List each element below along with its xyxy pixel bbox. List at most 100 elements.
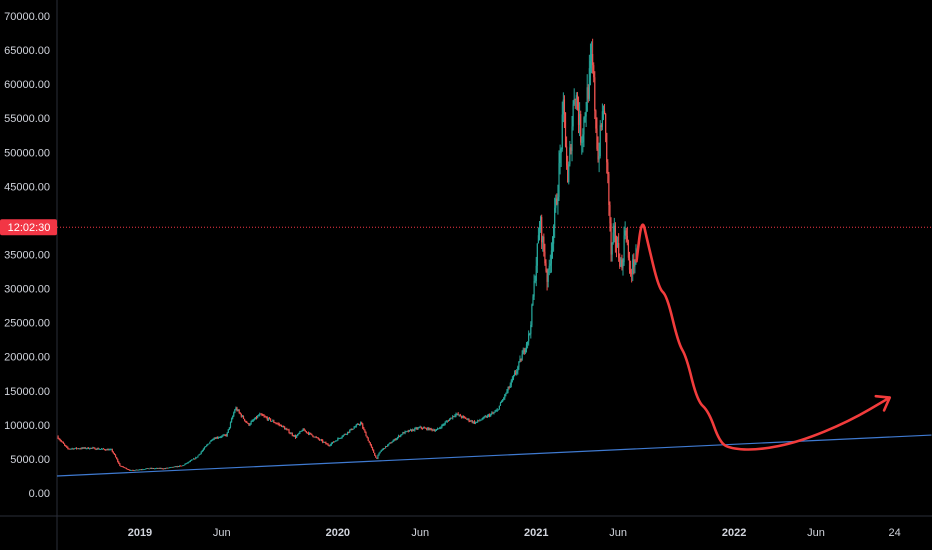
candle-body [559, 153, 561, 164]
candle-body [366, 436, 368, 438]
candle-body [121, 466, 123, 468]
candle-body [119, 463, 121, 467]
candle-body [276, 423, 278, 425]
candle-body [78, 448, 80, 450]
candle-body [201, 450, 203, 452]
candle-body [110, 449, 112, 451]
candle-body [318, 439, 320, 440]
candle-body [536, 243, 538, 266]
candle-body [483, 416, 485, 418]
candle-body [254, 417, 257, 420]
candle-body [400, 434, 402, 437]
candle-body [634, 261, 636, 267]
candle-body [544, 251, 546, 264]
candle-body [186, 463, 188, 464]
candle-body [107, 449, 109, 451]
candle-body [391, 442, 393, 444]
candle-body [361, 422, 363, 425]
candle-body [459, 414, 461, 417]
candle-body [469, 421, 471, 422]
candle-body [442, 424, 444, 426]
candle-body [111, 449, 113, 452]
candle-body [592, 53, 594, 66]
candle-body [490, 414, 492, 417]
candle-body [239, 412, 241, 415]
candle-body [562, 99, 564, 115]
candle-body [164, 468, 167, 470]
candle-body [415, 428, 417, 429]
candle-body [91, 447, 93, 449]
candle-body [465, 417, 467, 420]
trendline[interactable] [56, 434, 932, 477]
candle-body [183, 465, 185, 466]
candle-body [401, 434, 403, 436]
candle-body [378, 453, 380, 456]
candle-body [108, 449, 110, 451]
x-axis[interactable]: 2019 Jun 2020 Jun 2021 Jun 2022 Jun 24 [128, 527, 901, 539]
candle-body [428, 427, 430, 431]
candle-body [288, 430, 290, 433]
y-tick-label: 30000.00 [4, 284, 50, 296]
candle-body [368, 440, 370, 443]
y-tick-label: 55000.00 [4, 113, 50, 125]
candle-body [461, 416, 464, 418]
candle-body [563, 99, 566, 113]
time-badge-background [0, 219, 57, 236]
candle-body [462, 416, 465, 417]
candle-body [441, 424, 443, 428]
candle-body [430, 428, 432, 430]
candle-body [570, 147, 572, 151]
candle-body [571, 126, 573, 151]
candle-body [232, 416, 234, 419]
candle-body [434, 430, 437, 432]
y-axis[interactable]: 70000.00 65000.00 60000.00 55000.00 50000.00… [4, 11, 50, 500]
candle-body [426, 427, 428, 430]
candle-body [472, 421, 474, 423]
candle-body [238, 410, 240, 413]
candle-body [113, 453, 116, 455]
candle-body [339, 438, 341, 439]
candle-body [92, 447, 94, 449]
candle-body [230, 418, 233, 423]
candle-body [86, 447, 88, 449]
candle-body [370, 444, 373, 448]
candle-body [485, 416, 487, 418]
candle-body [272, 420, 274, 422]
candle-body [353, 427, 355, 429]
candle-body [532, 296, 534, 305]
candle-body [379, 451, 381, 454]
candle-body [322, 440, 324, 443]
candle-body [210, 440, 212, 442]
candle-body [494, 411, 496, 413]
candle-body [310, 433, 312, 434]
y-tick-label: 0.00 [29, 488, 50, 500]
time-badge: 12:02:30 [0, 219, 57, 236]
candle-body [479, 420, 481, 422]
candle-body [229, 422, 232, 428]
candle-body [291, 433, 293, 436]
candle-body [528, 333, 530, 342]
candle-body [492, 412, 494, 414]
candle-body [83, 447, 85, 449]
candle-body [315, 436, 317, 438]
candle-body [551, 243, 554, 251]
candle-body [129, 469, 131, 471]
projection-path[interactable] [635, 223, 891, 451]
candle-body [375, 455, 377, 458]
candle-body [97, 448, 99, 450]
candle-body [541, 217, 543, 243]
candle-body [558, 163, 560, 197]
y-tick-label: 50000.00 [4, 147, 50, 159]
candle-body [297, 434, 299, 436]
candle-body [491, 412, 493, 415]
candle-body [543, 236, 545, 252]
candle-body [131, 470, 133, 471]
candle-body [105, 449, 107, 451]
candle-body [133, 470, 135, 471]
candle-body [511, 378, 513, 381]
candle-body [302, 428, 304, 431]
candle-body [68, 448, 70, 450]
candle-body [187, 461, 189, 464]
candle-body [386, 446, 388, 447]
